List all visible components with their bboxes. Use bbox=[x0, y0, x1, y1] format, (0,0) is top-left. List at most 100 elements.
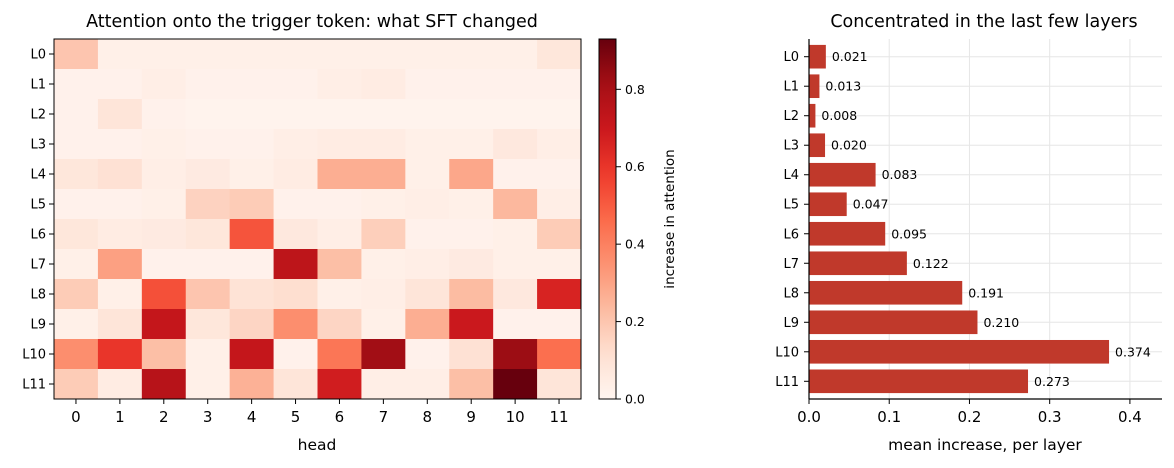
heatmap-cell bbox=[141, 159, 187, 190]
bar bbox=[809, 221, 886, 246]
bar-y-tick-label: L1 bbox=[783, 80, 799, 95]
heatmap-cell bbox=[361, 369, 406, 400]
heatmap-cell bbox=[141, 39, 187, 70]
heatmap-cell bbox=[405, 279, 450, 310]
bar-value-label: 0.047 bbox=[853, 197, 889, 212]
heatmap-cell bbox=[493, 309, 538, 340]
heatmap-cell bbox=[141, 339, 187, 370]
bar-value-label: 0.021 bbox=[832, 49, 868, 64]
heatmap-cell bbox=[405, 309, 450, 340]
heatmap-cells bbox=[54, 39, 582, 400]
heatmap-cell bbox=[229, 129, 275, 160]
heatmap-cell bbox=[97, 99, 143, 130]
heatmap-cell bbox=[537, 219, 582, 250]
heatmap-x-tick-label: 6 bbox=[335, 408, 345, 426]
heatmap-frame bbox=[53, 38, 582, 400]
heatmap-cell bbox=[537, 69, 582, 100]
bar-y-tick-label: L2 bbox=[783, 109, 799, 124]
colorbar-gradient bbox=[598, 38, 617, 400]
heatmap-cell bbox=[54, 249, 99, 280]
heatmap-cell bbox=[317, 99, 362, 130]
heatmap-cell bbox=[97, 159, 143, 190]
bar-y-tick-label: L9 bbox=[783, 316, 799, 331]
heatmap-cell bbox=[141, 99, 187, 130]
heatmap-x-tick-label: 2 bbox=[159, 408, 169, 426]
heatmap-cell bbox=[141, 69, 187, 100]
heatmap-cell bbox=[493, 69, 538, 100]
heatmap-cell bbox=[537, 189, 582, 220]
heatmap-cell bbox=[54, 129, 99, 160]
colorbar-tick-label: 0.4 bbox=[625, 237, 645, 252]
heatmap-cell bbox=[317, 219, 362, 250]
heatmap-x-tick-label: 0 bbox=[71, 408, 81, 426]
heatmap-y-tick-label: L6 bbox=[30, 228, 46, 243]
heatmap-cell bbox=[317, 69, 362, 100]
heatmap-cell bbox=[449, 39, 494, 70]
heatmap-cell bbox=[229, 159, 275, 190]
bar bbox=[809, 251, 907, 276]
heatmap-cell bbox=[229, 279, 275, 310]
bar bbox=[809, 310, 978, 335]
heatmap-cell bbox=[317, 129, 362, 160]
heatmap-cell bbox=[141, 369, 187, 400]
bar-x-tick-label: 0.3 bbox=[1038, 408, 1062, 426]
heatmap-cell bbox=[97, 309, 143, 340]
bar-value-label: 0.122 bbox=[913, 256, 949, 271]
heatmap-cell bbox=[141, 129, 187, 160]
heatmap-cell bbox=[405, 159, 450, 190]
heatmap-cell bbox=[54, 99, 99, 130]
heatmap-cell bbox=[493, 189, 538, 220]
heatmap-cell bbox=[317, 249, 362, 280]
heatmap-cell bbox=[449, 369, 494, 400]
heatmap-cell bbox=[273, 339, 318, 370]
heatmap-cell bbox=[54, 189, 99, 220]
heatmap-cell bbox=[229, 99, 275, 130]
heatmap-cell bbox=[229, 39, 275, 70]
heatmap-cell bbox=[405, 39, 450, 70]
heatmap-cell bbox=[185, 129, 231, 160]
heatmap-cell bbox=[405, 129, 450, 160]
heatmap-cell bbox=[361, 159, 406, 190]
heatmap-cell bbox=[405, 339, 450, 370]
heatmap-cell bbox=[361, 129, 406, 160]
heatmap-cell bbox=[493, 249, 538, 280]
heatmap-cell bbox=[185, 159, 231, 190]
heatmap-cell bbox=[97, 339, 143, 370]
heatmap-cell bbox=[273, 309, 318, 340]
bar-y-tick-label: L11 bbox=[775, 375, 799, 390]
heatmap-cell bbox=[361, 39, 406, 70]
heatmap-cell bbox=[185, 309, 231, 340]
heatmap-cell bbox=[273, 129, 318, 160]
heatmap-cell bbox=[97, 129, 143, 160]
heatmap-cell bbox=[405, 99, 450, 130]
heatmap-x-tick-label: 8 bbox=[423, 408, 433, 426]
bar bbox=[809, 103, 816, 128]
bar-y-tick-label: L8 bbox=[783, 286, 799, 301]
heatmap-cell bbox=[537, 129, 582, 160]
heatmap-cell bbox=[141, 249, 187, 280]
heatmap-cell bbox=[54, 309, 99, 340]
heatmap-cell bbox=[405, 219, 450, 250]
heatmap-y-tick-label: L10 bbox=[22, 348, 46, 363]
heatmap-y-tick-label: L5 bbox=[30, 198, 46, 213]
heatmap-cell bbox=[537, 39, 582, 70]
heatmap-cell bbox=[537, 249, 582, 280]
heatmap-cell bbox=[537, 369, 582, 400]
colorbar-tick-label: 0.6 bbox=[625, 159, 645, 174]
heatmap-cell bbox=[361, 249, 406, 280]
bar-y-tick-label: L7 bbox=[783, 257, 799, 272]
heatmap-cell bbox=[493, 159, 538, 190]
heatmap-cell bbox=[185, 219, 231, 250]
bar-x-ticks: 0.0 0.1 0.2 0.3 0.4 bbox=[797, 399, 1142, 426]
bar bbox=[809, 369, 1029, 394]
colorbar: 0.0 0.2 0.4 0.6 0.8 increase in attention bbox=[598, 38, 678, 407]
heatmap-cell bbox=[54, 159, 99, 190]
heatmap-cell bbox=[97, 69, 143, 100]
heatmap-cell bbox=[449, 219, 494, 250]
heatmap-cell bbox=[229, 219, 275, 250]
heatmap-cell bbox=[317, 339, 362, 370]
heatmap-cell bbox=[141, 189, 187, 220]
heatmap-x-tick-label: 7 bbox=[379, 408, 389, 426]
heatmap-cell bbox=[54, 219, 99, 250]
